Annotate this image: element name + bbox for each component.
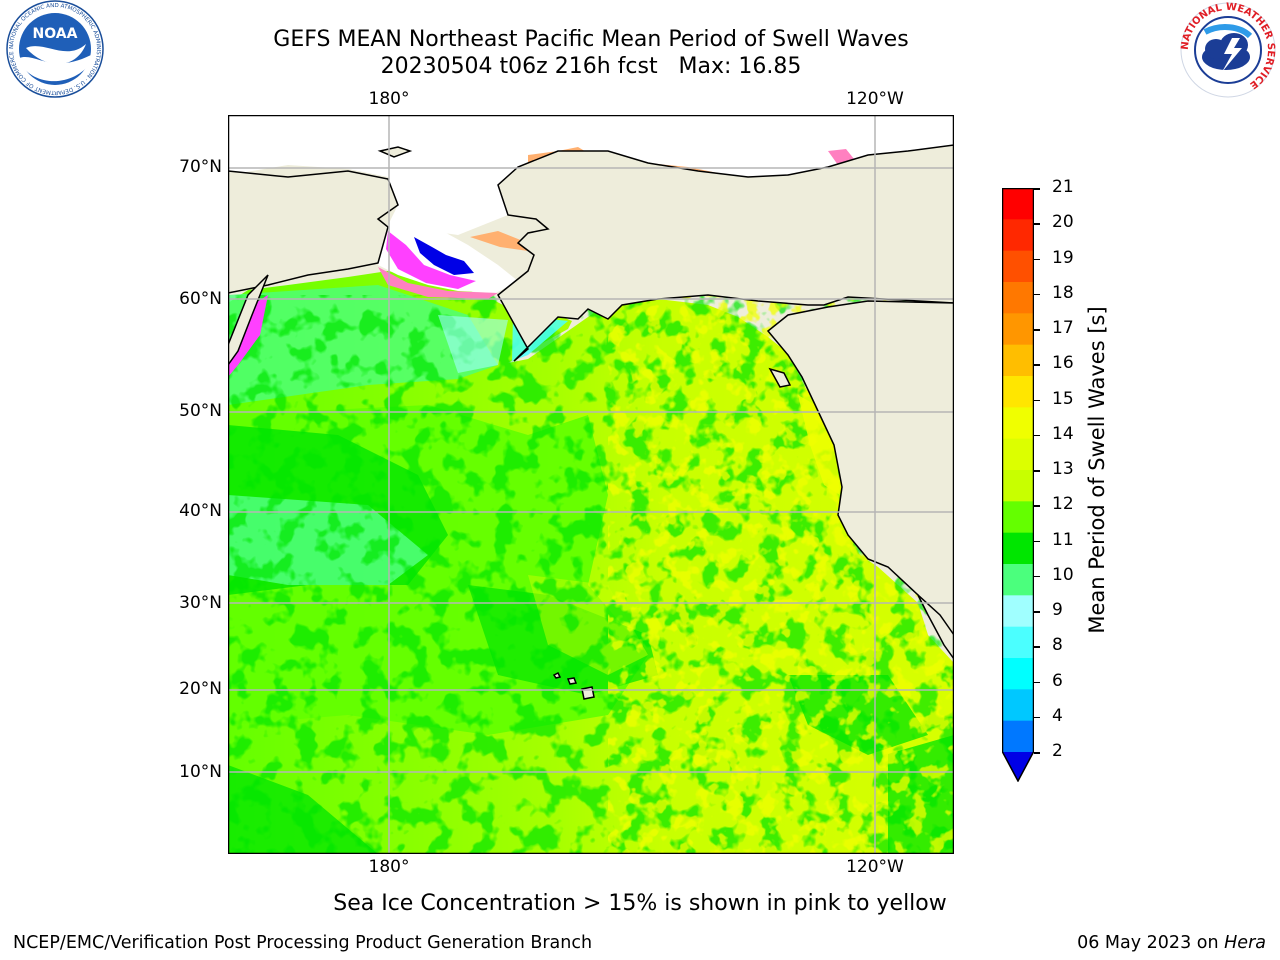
vancouver-island [768,367,792,388]
colorbar-band [1002,376,1034,408]
colorbar-band [1002,658,1034,690]
hawaii-1 [552,671,562,679]
baja [917,594,954,661]
colorbar-band [1002,313,1034,346]
colorbar-band [1002,438,1034,471]
land [228,144,954,700]
colorbar-band [1002,564,1034,596]
colorbar-tick-label: 20 [1052,212,1074,233]
map-frame [227,114,955,855]
colorbar-tick-label: 12 [1052,494,1074,515]
colorbar-tick-mark [1034,223,1040,225]
noaa-abbr: NOAA [33,26,78,42]
colorbar-tick-label: 10 [1052,564,1074,585]
colorbar-band [1002,282,1034,314]
colorbar-title: Mean Period of Swell Waves [s] [1085,306,1109,634]
colorbar-tick-label: 4 [1052,705,1063,726]
siberia [228,170,399,294]
lat-label-60: 60°N [179,289,222,309]
sea-ice-note-text: Sea Ice Concentration > 15% is shown in … [333,891,947,916]
colorbar-tick-label: 17 [1052,318,1074,338]
footer-host: Hera [1224,933,1266,953]
colorbar-tick-mark [1034,505,1040,507]
hawaii-3 [581,686,595,700]
alaska [497,144,954,362]
colorbar-band [1002,250,1034,283]
colorbar-tick-label: 9 [1052,600,1063,620]
noaa-logo: NOAA NATIONAL OCEANIC AND ATMOSPHERIC AD… [6,0,104,98]
lat-label-30: 30°N [179,593,222,613]
colorbar-tick-label: 8 [1052,635,1063,656]
canada-coast [766,300,954,657]
sea-ice-note: Sea Ice Concentration > 15% is shown in … [0,891,1280,916]
lat-label-20: 20°N [179,679,222,699]
colorbar [1001,187,1035,783]
colorbar-tick-mark [1034,293,1040,296]
colorbar-band [1002,626,1034,659]
chart-subtitle: 20230504 t06z 216h fcst Max: 16.85 [380,54,802,79]
colorbar-tick-mark [1034,681,1040,683]
colorbar-band [1002,407,1034,440]
colorbar-tick-mark [1034,434,1040,437]
colorbar-tick-label: 14 [1052,423,1074,444]
colorbar-tick-label: 19 [1052,247,1074,268]
kamchatka [228,274,269,367]
colorbar-band [1002,344,1034,377]
lat-label-10: 10°N [179,762,222,782]
footer-right: 06 May 2023 on Hera [1077,933,1266,953]
lat-label-50: 50°N [179,401,222,421]
colorbar-tick-mark [1034,399,1040,401]
colorbar-tick-label: 13 [1052,459,1074,479]
colorbar-tick-mark [1034,752,1040,754]
colorbar-under-triangle [1002,752,1034,781]
colorbar-band [1002,595,1034,628]
map-panel [227,114,955,855]
chart-title: GEFS MEAN Northeast Pacific Mean Period … [273,27,909,52]
colorbar-tick-mark [1034,646,1040,648]
colorbar-tick-label: 15 [1052,388,1074,409]
colorbar-band [1002,532,1034,565]
colorbar-tick-mark [1034,329,1040,331]
light-cyan-area [438,315,508,373]
lon-label-top-120w: 120°W [846,89,904,109]
colorbar-tick-mark [1034,716,1040,719]
colorbar-tick-mark [1034,470,1040,472]
colorbar-band [1002,470,1034,502]
colorbar-tick-mark [1034,258,1040,260]
colorbar-tick-label: 6 [1052,670,1063,691]
map-svg [227,114,955,855]
hawaii-2 [566,677,578,685]
arctic-no-data [228,115,954,235]
lon-label-bottom-180: 180° [368,857,410,877]
footer-date: 06 May 2023 on [1077,933,1225,953]
colorbar-tick-label: 11 [1052,529,1074,550]
colorbar-tick-label: 2 [1052,741,1063,761]
graticule [228,115,954,854]
colorbar-tick-mark [1034,540,1040,542]
footer-left: NCEP/EMC/Verification Post Processing Pr… [13,933,593,953]
colorbar-outline [1001,187,1035,783]
colorbar-tick-label: 18 [1052,282,1074,303]
colorbar-tick-mark [1034,575,1040,578]
lat-label-70: 70°N [179,157,222,177]
colorbar-tick-mark [1034,188,1040,190]
colorbar-band [1002,689,1034,722]
colorbar-band [1002,501,1034,534]
colorbar-band [1002,188,1034,220]
lon-label-bottom-120w: 120°W [846,857,904,877]
lat-label-40: 40°N [179,501,222,521]
nws-logo: NATIONAL WEATHER SERVICE [1180,2,1276,98]
colorbar-tick-mark [1034,611,1040,613]
colorbar-band [1002,720,1034,753]
lon-label-top-180: 180° [368,89,410,109]
colorbar-tick-label: 21 [1052,177,1074,197]
colorbar-band [1002,219,1034,252]
colorbar-tick-mark [1034,364,1040,366]
colorbar-tick-label: 16 [1052,353,1074,374]
colorbar-svg [1001,187,1035,783]
